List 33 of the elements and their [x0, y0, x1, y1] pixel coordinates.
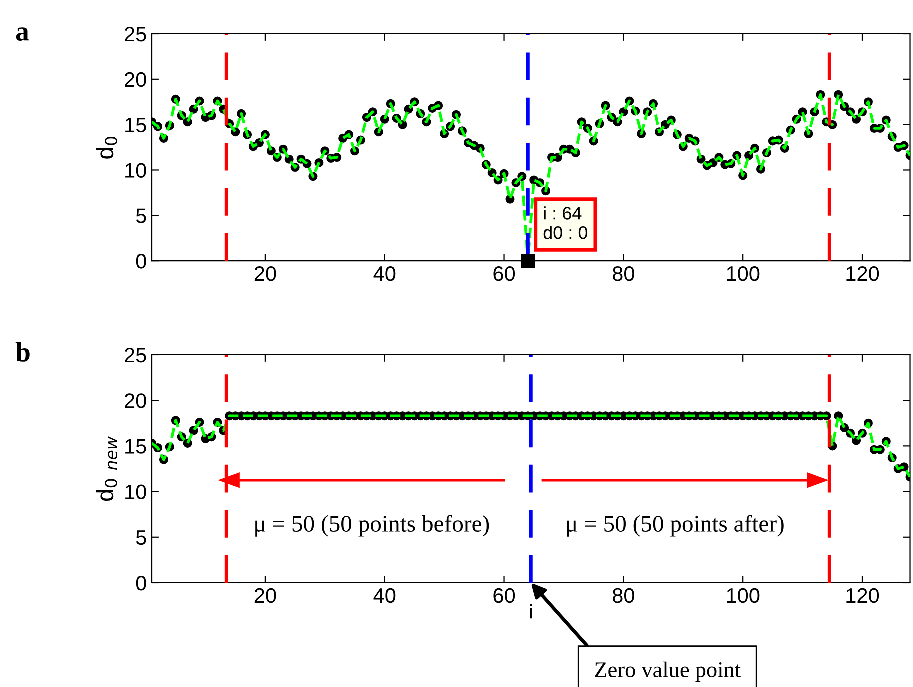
annotation: Zero value point — [595, 662, 741, 682]
x-tick-label: 40 — [374, 266, 396, 282]
x-tick-label: 60 — [494, 588, 516, 604]
annotation: μ = 50 (50 points before) — [256, 515, 490, 537]
y-tick-label: 5 — [136, 208, 146, 224]
x-tick-label: 80 — [613, 588, 634, 604]
text: b — [16, 342, 30, 362]
x-tick-label: 120 — [846, 266, 880, 282]
x-tick-label: 100 — [727, 266, 760, 282]
x-tick-label: 80 — [613, 266, 634, 282]
text: a — [16, 28, 29, 41]
y-tick-label: 20 — [125, 394, 146, 408]
y-axis-title: d$_{0}$ — [96, 137, 118, 159]
x-tick-label: 120 — [846, 588, 880, 604]
annotation: μ = 50 (50 points after) — [567, 515, 784, 537]
y-tick-label: 15 — [126, 118, 146, 133]
x-tick-label: 40 — [374, 588, 396, 604]
y-tick-label: 25 — [125, 27, 146, 42]
y-tick-label: 25 — [125, 348, 146, 363]
y-tick-label: 0 — [136, 254, 146, 269]
annotation: i : 64 d0 : 0 — [544, 206, 588, 240]
y-tick-label: 5 — [136, 530, 146, 546]
x-axis-title: i — [530, 604, 532, 619]
x-tick-label: 20 — [254, 266, 276, 282]
y-tick-label: 10 — [126, 163, 146, 178]
y-axis-title: d$_{0 new}$ — [96, 436, 118, 502]
x-tick-label: 60 — [494, 266, 516, 282]
x-tick-label: 20 — [254, 588, 276, 604]
y-tick-label: 20 — [125, 72, 146, 88]
x-tick-label: 100 — [727, 588, 760, 604]
y-tick-label: 10 — [126, 484, 146, 500]
y-tick-label: 15 — [126, 439, 146, 454]
y-tick-label: 0 — [136, 576, 146, 591]
